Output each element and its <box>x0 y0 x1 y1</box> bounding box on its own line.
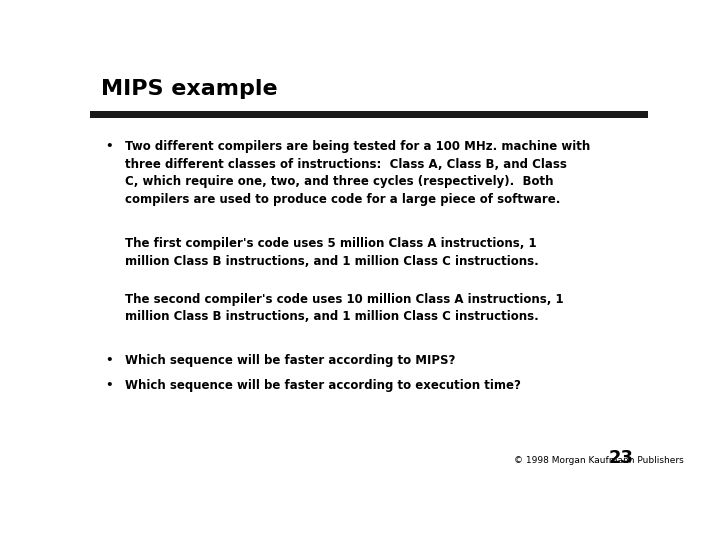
FancyBboxPatch shape <box>90 111 648 118</box>
Text: Which sequence will be faster according to MIPS?: Which sequence will be faster according … <box>125 354 455 367</box>
Text: © 1998 Morgan Kaufmann Publishers: © 1998 Morgan Kaufmann Publishers <box>514 456 684 465</box>
Text: Two different compilers are being tested for a 100 MHz. machine with
three diffe: Two different compilers are being tested… <box>125 140 590 206</box>
Text: MIPS example: MIPS example <box>101 79 278 99</box>
Text: 23: 23 <box>609 449 634 467</box>
Text: Which sequence will be faster according to execution time?: Which sequence will be faster according … <box>125 379 521 392</box>
Text: •: • <box>106 379 113 392</box>
Text: •: • <box>106 354 113 367</box>
Text: •: • <box>106 140 113 153</box>
Text: The second compiler's code uses 10 million Class A instructions, 1
million Class: The second compiler's code uses 10 milli… <box>125 293 563 323</box>
Text: The first compiler's code uses 5 million Class A instructions, 1
million Class B: The first compiler's code uses 5 million… <box>125 238 539 268</box>
